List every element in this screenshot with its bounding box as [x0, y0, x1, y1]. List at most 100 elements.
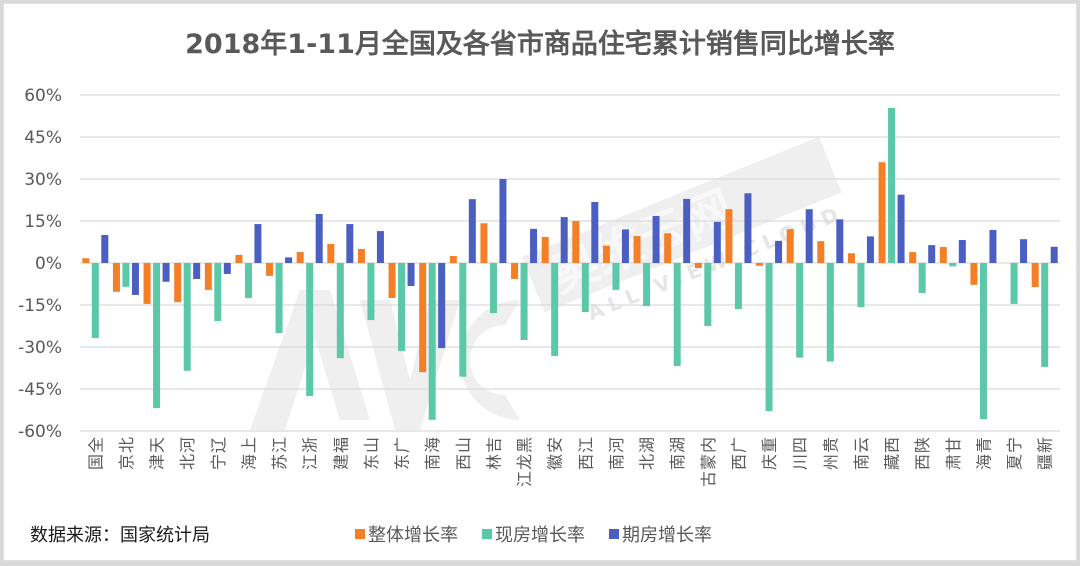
bar[interactable]: [266, 263, 274, 276]
bar[interactable]: [621, 229, 629, 263]
legend-item-completed[interactable]: 现房增长率: [482, 521, 585, 547]
bar[interactable]: [131, 263, 139, 295]
bar[interactable]: [541, 236, 549, 263]
bar[interactable]: [204, 263, 212, 290]
bar[interactable]: [183, 263, 191, 371]
bar[interactable]: [826, 263, 834, 362]
bar[interactable]: [315, 214, 323, 263]
bar[interactable]: [633, 236, 641, 263]
bar[interactable]: [949, 263, 957, 267]
bar[interactable]: [694, 263, 702, 269]
bar[interactable]: [1041, 263, 1049, 367]
bar[interactable]: [174, 263, 182, 303]
bar[interactable]: [193, 263, 201, 279]
bar[interactable]: [602, 245, 610, 263]
bar[interactable]: [336, 263, 344, 359]
bar[interactable]: [775, 240, 783, 263]
bar[interactable]: [612, 263, 620, 290]
bar[interactable]: [235, 254, 243, 263]
bar[interactable]: [530, 228, 538, 263]
bar[interactable]: [376, 231, 384, 263]
bar[interactable]: [765, 263, 773, 412]
bar[interactable]: [388, 263, 396, 298]
bar[interactable]: [254, 224, 262, 263]
bar[interactable]: [805, 209, 813, 263]
bar[interactable]: [91, 263, 99, 339]
bar[interactable]: [296, 252, 304, 263]
legend-item-presale[interactable]: 期房增长率: [609, 521, 712, 547]
bar[interactable]: [664, 233, 672, 263]
bar[interactable]: [581, 263, 589, 312]
bar[interactable]: [1050, 246, 1058, 263]
bar[interactable]: [572, 221, 580, 263]
bar[interactable]: [1010, 263, 1018, 304]
legend-item-overall[interactable]: 整体增长率: [355, 521, 458, 547]
x-category-label: 山: [362, 437, 381, 453]
bar[interactable]: [928, 245, 936, 263]
bar[interactable]: [480, 223, 488, 263]
bar[interactable]: [796, 263, 804, 358]
bar[interactable]: [346, 224, 354, 263]
bar[interactable]: [551, 263, 559, 356]
bar[interactable]: [560, 217, 568, 263]
bar[interactable]: [419, 263, 427, 373]
bar[interactable]: [214, 263, 222, 321]
bar[interactable]: [756, 263, 764, 266]
bar[interactable]: [101, 235, 109, 263]
bar[interactable]: [357, 249, 365, 263]
bar[interactable]: [878, 162, 886, 263]
bar[interactable]: [511, 263, 519, 279]
bar[interactable]: [1031, 263, 1039, 288]
bar[interactable]: [958, 240, 966, 263]
bar[interactable]: [866, 236, 874, 263]
bar[interactable]: [704, 263, 712, 326]
bar[interactable]: [979, 263, 987, 419]
bar[interactable]: [939, 247, 947, 263]
bar[interactable]: [143, 263, 151, 304]
bar[interactable]: [285, 257, 293, 263]
bar[interactable]: [223, 263, 231, 274]
bar[interactable]: [673, 263, 681, 367]
bar[interactable]: [112, 263, 120, 292]
bar[interactable]: [683, 198, 691, 263]
bar[interactable]: [847, 253, 855, 263]
bar[interactable]: [857, 263, 865, 308]
bar[interactable]: [468, 199, 476, 263]
chart-title: 2018年1-11月全国及各省市商品住宅累计销售同比增长率: [185, 29, 895, 60]
bar[interactable]: [153, 263, 161, 409]
bar[interactable]: [489, 263, 497, 314]
bar[interactable]: [591, 201, 599, 263]
bar[interactable]: [162, 263, 170, 282]
bar[interactable]: [428, 263, 436, 420]
bar[interactable]: [327, 243, 335, 263]
bar[interactable]: [836, 219, 844, 263]
bar[interactable]: [275, 263, 283, 333]
bar[interactable]: [970, 263, 978, 285]
bar[interactable]: [897, 194, 905, 263]
bar[interactable]: [888, 107, 896, 263]
bar[interactable]: [786, 229, 794, 263]
bar[interactable]: [367, 263, 375, 321]
bar[interactable]: [909, 252, 917, 263]
bar[interactable]: [438, 263, 446, 349]
bar[interactable]: [744, 193, 752, 263]
bar[interactable]: [122, 263, 130, 287]
bar[interactable]: [306, 263, 314, 396]
bar[interactable]: [520, 263, 528, 340]
bar[interactable]: [449, 256, 457, 263]
bar[interactable]: [499, 179, 507, 263]
bar[interactable]: [244, 263, 252, 298]
bar[interactable]: [713, 221, 721, 263]
bar[interactable]: [725, 209, 733, 263]
bar[interactable]: [82, 258, 90, 263]
bar[interactable]: [734, 263, 742, 310]
bar[interactable]: [407, 263, 415, 286]
bar[interactable]: [652, 215, 660, 263]
bar[interactable]: [643, 263, 651, 307]
bar[interactable]: [817, 241, 825, 263]
bar[interactable]: [1020, 239, 1028, 263]
bar[interactable]: [918, 263, 926, 293]
bar[interactable]: [989, 229, 997, 263]
bar[interactable]: [398, 263, 406, 351]
bar[interactable]: [459, 263, 467, 377]
